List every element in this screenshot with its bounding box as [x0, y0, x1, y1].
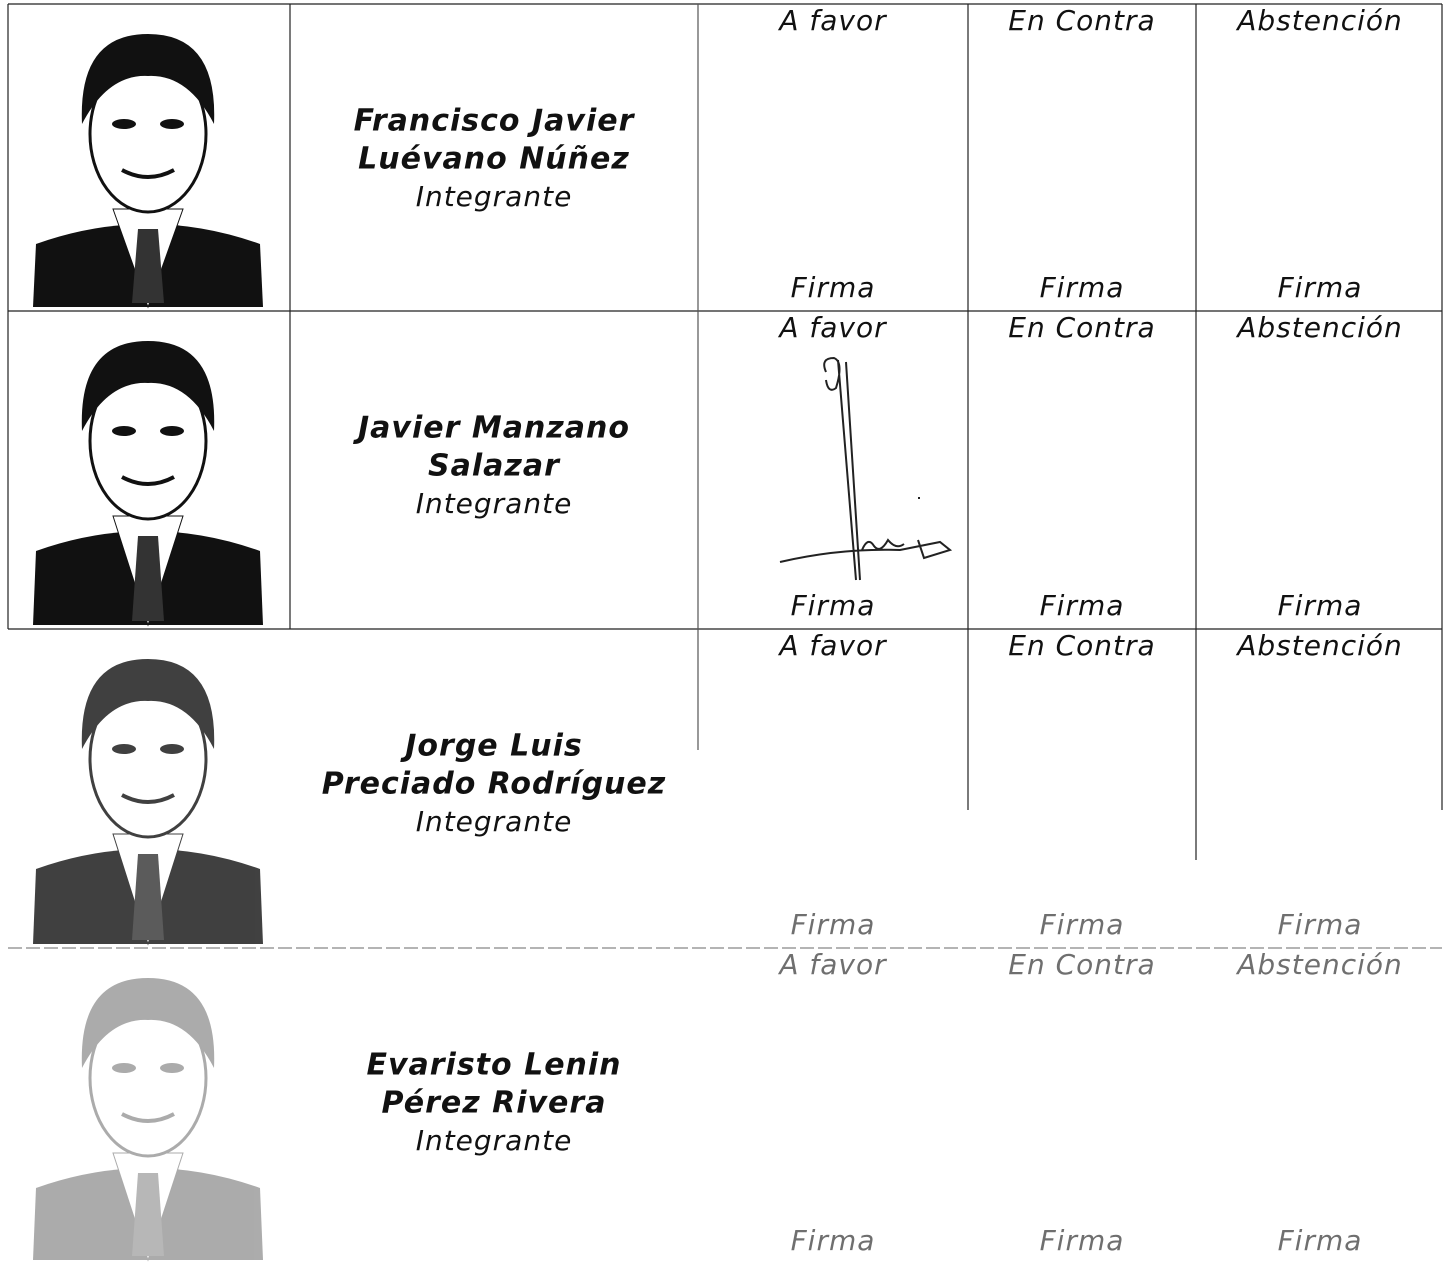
vote-option: En Contra: [1008, 4, 1155, 37]
eye: [160, 426, 184, 436]
eye: [112, 1063, 136, 1073]
member-name: Salazar: [428, 449, 561, 484]
hair: [81, 659, 215, 749]
member-name: Javier Manzano: [353, 411, 630, 446]
vote-option: Abstención: [1235, 629, 1403, 662]
signature-label: Firma: [1040, 1224, 1125, 1257]
collar: [112, 1152, 184, 1262]
member-name: Pérez Rivera: [382, 1086, 607, 1121]
eye: [112, 119, 136, 129]
eye: [160, 119, 184, 129]
eye: [160, 1063, 184, 1073]
member-role: Integrante: [416, 180, 573, 213]
signature-label: Firma: [1278, 271, 1363, 304]
mouth: [121, 793, 175, 804]
vote-option: A favor: [777, 629, 887, 662]
signature-label: Firma: [791, 271, 876, 304]
tie: [132, 229, 164, 303]
tie: [132, 854, 164, 940]
signature-label: Firma: [791, 589, 876, 622]
member-role: Integrante: [416, 805, 573, 838]
signature-label: Firma: [1278, 1224, 1363, 1257]
vote-option: Abstención: [1235, 4, 1403, 37]
suit: [33, 1168, 263, 1260]
member-name: Preciado Rodríguez: [322, 767, 666, 802]
vote-option: En Contra: [1008, 948, 1155, 981]
member-role: Integrante: [416, 487, 573, 520]
vote-option: En Contra: [1008, 311, 1155, 344]
portrait: [33, 34, 263, 309]
signature-label: Firma: [1278, 908, 1363, 941]
vote-option: A favor: [777, 948, 887, 981]
vote-option: A favor: [777, 311, 887, 344]
eye: [160, 744, 184, 754]
member-name: Evaristo Lenin: [366, 1048, 621, 1083]
member-name: Jorge Luis: [400, 729, 582, 764]
face: [88, 998, 208, 1158]
vote-option: Abstención: [1235, 948, 1403, 981]
signature-label: Firma: [1040, 271, 1125, 304]
portrait: [33, 341, 263, 627]
hair: [81, 341, 215, 431]
tie: [132, 536, 164, 621]
portrait: [33, 659, 263, 946]
portrait: [33, 978, 263, 1262]
signature-label: Firma: [1278, 589, 1363, 622]
eye: [112, 744, 136, 754]
eye: [112, 426, 136, 436]
hair: [81, 34, 215, 124]
member-name: Luévano Núñez: [358, 142, 630, 177]
member-name: Francisco Javier: [354, 104, 636, 139]
signature-label: Firma: [791, 1224, 876, 1257]
tie: [132, 1173, 164, 1256]
mouth: [121, 1112, 175, 1123]
signature-label: Firma: [1040, 908, 1125, 941]
signature: [779, 356, 953, 581]
vote-option: En Contra: [1008, 629, 1155, 662]
hair: [81, 978, 215, 1068]
table-rules: [7, 3, 1443, 949]
signature-label: Firma: [1040, 589, 1125, 622]
member-role: Integrante: [416, 1124, 573, 1157]
signature-label: Firma: [791, 908, 876, 941]
mouth: [121, 168, 175, 179]
mouth: [121, 475, 175, 486]
vote-option: A favor: [777, 4, 887, 37]
vote-option: Abstención: [1235, 311, 1403, 344]
